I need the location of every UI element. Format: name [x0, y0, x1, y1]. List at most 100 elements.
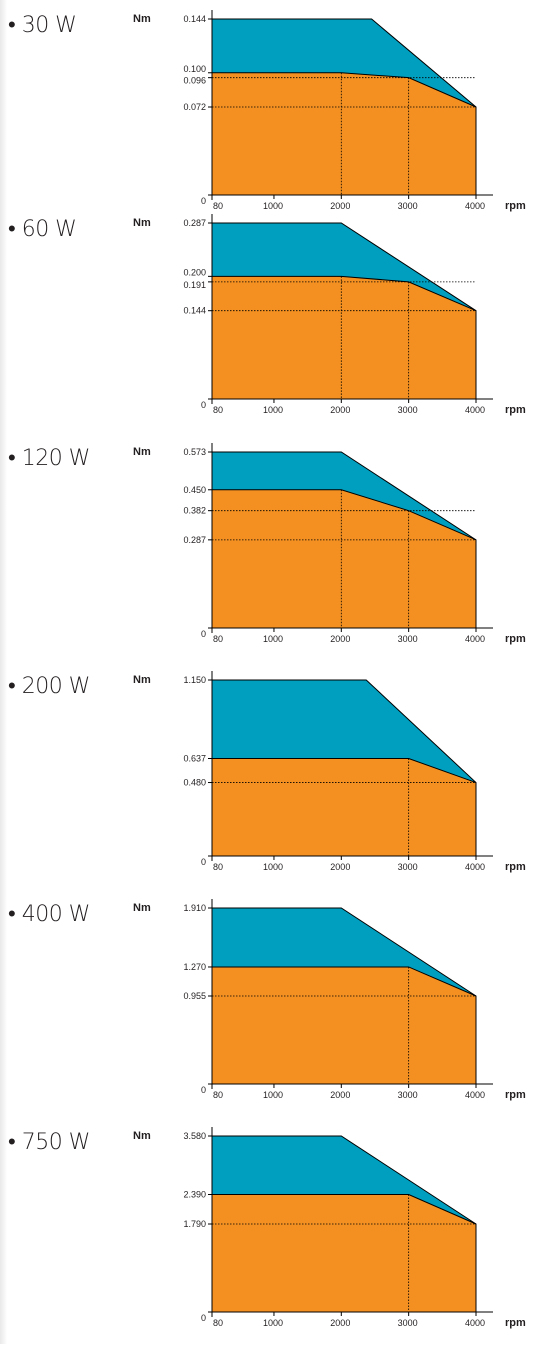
x-tick-label: 4000 [465, 201, 485, 211]
y-axis-title: Nm [133, 446, 151, 458]
x-tick-label: 2000 [330, 1090, 350, 1100]
origin-label: 0 [201, 196, 206, 206]
y-tick-label: 0.287 [183, 218, 206, 228]
x-tick-label: 4000 [465, 862, 485, 872]
x-tick-label: 1000 [263, 1090, 283, 1100]
torque-speed-plot: 80 1000 2000 3000 4000 0 0.144 0.100 0.096 0.072 N… [133, 10, 526, 212]
y-tick-label: 3.580 [183, 1131, 206, 1141]
x-tick-label: 80 [213, 201, 223, 211]
rated-torque-area [212, 966, 476, 1084]
motor-power-label: • 60 W [8, 217, 77, 242]
y-tick-label: 0.100 [183, 64, 206, 74]
y-tick-label: 0.450 [183, 485, 206, 495]
origin-label: 0 [201, 857, 206, 867]
chart-panel: • 200 W 80 1000 2000 3000 4000 0 1.150 0.637 0.48… [0, 669, 535, 891]
rated-torque-area [212, 758, 476, 856]
x-tick-label: 4000 [465, 405, 485, 415]
chart-panel: • 400 W 80 1000 2000 3000 4000 0 1.910 1.270 0.95… [0, 897, 535, 1119]
chart-panel: • 750 W 80 1000 2000 3000 4000 0 3.580 2.390 1.79… [0, 1125, 535, 1347]
chart-panel: • 60 W 80 1000 2000 3000 4000 0 0.287 0.200 0.191… [0, 212, 535, 434]
y-tick-label: 1.910 [183, 903, 206, 913]
x-axis-title: rpm [505, 861, 526, 873]
torque-speed-plot: 80 1000 2000 3000 4000 0 0.573 0.450 0.382 0.287 N… [133, 443, 526, 645]
motor-power-label: • 30 W [8, 13, 77, 38]
rated-torque-line [212, 72, 477, 108]
x-tick-label: 3000 [398, 1318, 418, 1328]
origin-label: 0 [201, 629, 206, 639]
y-tick-label: 0.200 [183, 267, 206, 277]
x-tick-label: 3000 [398, 201, 418, 211]
y-tick-label: 1.270 [183, 962, 206, 972]
x-axis-title: rpm [505, 1317, 526, 1329]
y-tick-label: 0.480 [183, 778, 206, 788]
peak-torque-line [212, 679, 477, 856]
left-edge-shading [0, 0, 7, 1344]
torque-speed-plot: 80 1000 2000 3000 4000 0 1.910 1.270 0.955 Nm rpm [133, 899, 526, 1101]
x-tick-label: 3000 [398, 634, 418, 644]
peak-torque-line [212, 1135, 477, 1312]
peak-torque-line [212, 222, 477, 399]
y-tick-label: 0.955 [183, 991, 206, 1001]
y-tick-label: 0.096 [183, 76, 206, 86]
rated-torque-area [212, 1194, 476, 1312]
x-tick-label: 1000 [263, 201, 283, 211]
y-tick-label: 0.191 [183, 280, 206, 290]
x-tick-label: 80 [213, 862, 223, 872]
y-tick-label: 0.287 [183, 535, 206, 545]
rated-torque-area [212, 489, 476, 628]
origin-label: 0 [201, 1313, 206, 1323]
torque-speed-plot: 80 1000 2000 3000 4000 0 3.580 2.390 1.790 Nm rpm [133, 1127, 526, 1329]
x-tick-label: 1000 [263, 862, 283, 872]
x-tick-label: 80 [213, 1318, 223, 1328]
y-tick-label: 0.573 [183, 447, 206, 457]
motor-power-label: • 750 W [8, 1130, 90, 1155]
x-tick-label: 2000 [330, 1318, 350, 1328]
y-tick-label: 1.150 [183, 675, 206, 685]
rated-torque-line [212, 966, 477, 997]
x-axis-title: rpm [505, 404, 526, 416]
y-tick-label: 0.144 [183, 14, 206, 24]
x-tick-label: 3000 [398, 1090, 418, 1100]
torque-speed-plot: 80 1000 2000 3000 4000 0 1.150 0.637 0.480 Nm rpm [133, 671, 526, 873]
y-axis-title: Nm [133, 217, 151, 229]
y-axis-title: Nm [133, 902, 151, 914]
motor-power-label: • 400 W [8, 902, 90, 927]
y-tick-label: 0.382 [183, 506, 206, 516]
chart-panel: • 120 W 80 1000 2000 3000 4000 0 0.573 0.450 0.38… [0, 441, 535, 663]
x-tick-label: 3000 [398, 405, 418, 415]
x-tick-label: 2000 [330, 201, 350, 211]
x-axis-title: rpm [505, 200, 526, 212]
origin-label: 0 [201, 400, 206, 410]
rated-torque-line [212, 275, 477, 312]
x-axis-title: rpm [505, 1089, 526, 1101]
y-axis-title: Nm [133, 674, 151, 686]
origin-label: 0 [201, 1085, 206, 1095]
x-tick-label: 80 [213, 634, 223, 644]
x-tick-label: 4000 [465, 1090, 485, 1100]
x-tick-label: 2000 [330, 405, 350, 415]
x-tick-label: 2000 [330, 862, 350, 872]
y-tick-label: 1.790 [183, 1219, 206, 1229]
y-tick-label: 2.390 [183, 1190, 206, 1200]
y-tick-label: 0.637 [183, 754, 206, 764]
peak-torque-line [212, 18, 477, 195]
x-tick-label: 1000 [263, 1318, 283, 1328]
x-axis-title: rpm [505, 633, 526, 645]
x-tick-label: 2000 [330, 634, 350, 644]
x-tick-label: 4000 [465, 634, 485, 644]
y-tick-label: 0.144 [183, 306, 206, 316]
x-tick-label: 80 [213, 1090, 223, 1100]
x-tick-label: 80 [213, 405, 223, 415]
y-axis-title: Nm [133, 13, 151, 25]
x-tick-label: 1000 [263, 634, 283, 644]
rated-torque-area [212, 72, 476, 195]
motor-power-label: • 200 W [8, 674, 90, 699]
chart-panel: • 30 W 80 1000 2000 3000 4000 0 0.144 0.100 0.096… [0, 8, 535, 230]
peak-torque-line [212, 907, 477, 1084]
rated-torque-line [212, 758, 477, 784]
x-tick-label: 3000 [398, 862, 418, 872]
rated-torque-line [212, 489, 477, 541]
rated-torque-area [212, 276, 476, 399]
y-axis-title: Nm [133, 1130, 151, 1142]
y-tick-label: 0.072 [183, 102, 206, 112]
